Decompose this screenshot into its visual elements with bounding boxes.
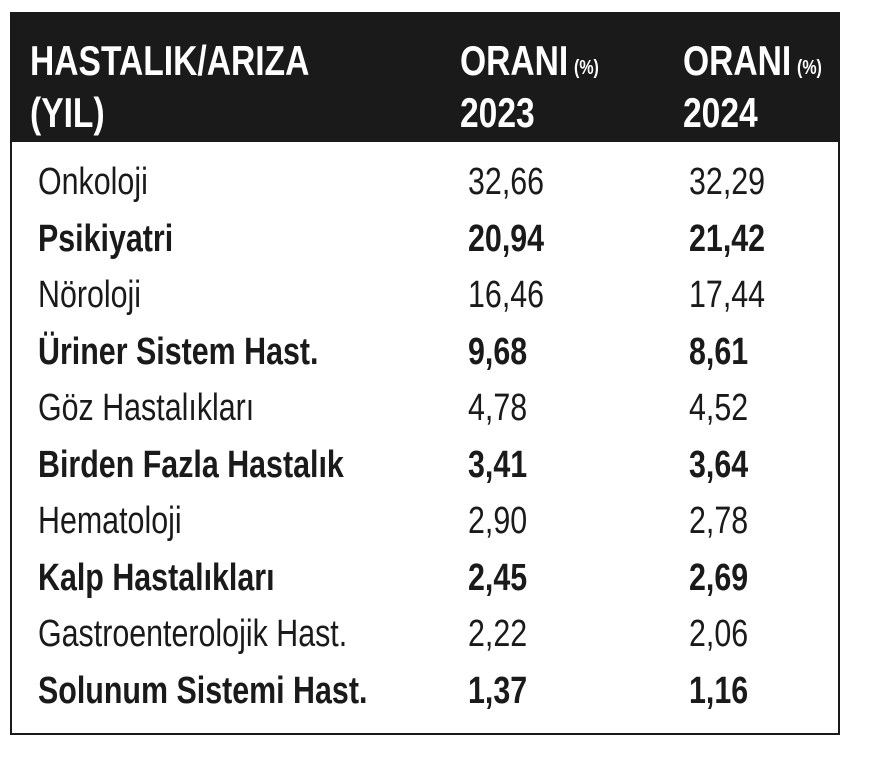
category-cell: Nöroloji [38, 274, 142, 316]
category-cell: Psikiyatri [38, 217, 174, 260]
header-label: ORANI [460, 37, 569, 84]
value-cell: 4,78 [468, 387, 528, 429]
value-cell: 2,45 [468, 556, 528, 599]
value-cell: 20,94 [468, 217, 545, 260]
value-cell: 2,90 [468, 500, 528, 542]
value-cell: 4,52 [689, 387, 749, 429]
header-subtitle: (YIL) [30, 89, 105, 136]
value-cell: 3,64 [689, 443, 749, 486]
header-year: 2023 [460, 89, 535, 136]
category-cell: Solunum Sistemi Hast. [38, 669, 368, 712]
category-cell: Kalp Hastalıkları [38, 556, 275, 599]
value-cell: 1,37 [468, 669, 528, 712]
category-cell: Hematoloji [38, 500, 182, 542]
value-cell: 3,41 [468, 443, 528, 486]
header-title: HASTALIK/ARIZA [30, 37, 310, 84]
category-cell: Gastroenterolojik Hast. [38, 613, 348, 655]
value-cell: 16,46 [468, 274, 545, 316]
value-cell: 1,16 [689, 669, 749, 712]
value-cell: 32,29 [689, 161, 766, 203]
category-cell: Birden Fazla Hastalık [38, 443, 344, 486]
value-cell: 17,44 [689, 274, 766, 316]
value-cell: 8,61 [689, 330, 749, 373]
value-cell: 21,42 [689, 217, 766, 260]
header-year: 2024 [683, 89, 758, 136]
category-cell: Göz Hastalıkları [38, 387, 255, 429]
value-cell: 32,66 [468, 161, 545, 203]
table-header [10, 12, 840, 142]
value-cell: 2,69 [689, 556, 749, 599]
header-unit: (%) [797, 57, 823, 79]
header-label: ORANI [683, 37, 792, 84]
category-cell: Onkoloji [38, 161, 148, 203]
value-cell: 2,06 [689, 613, 749, 655]
value-cell: 2,78 [689, 500, 749, 542]
value-cell: 9,68 [468, 330, 528, 373]
header-unit: (%) [574, 57, 600, 79]
category-cell: Üriner Sistem Hast. [38, 330, 319, 373]
value-cell: 2,22 [468, 613, 528, 655]
